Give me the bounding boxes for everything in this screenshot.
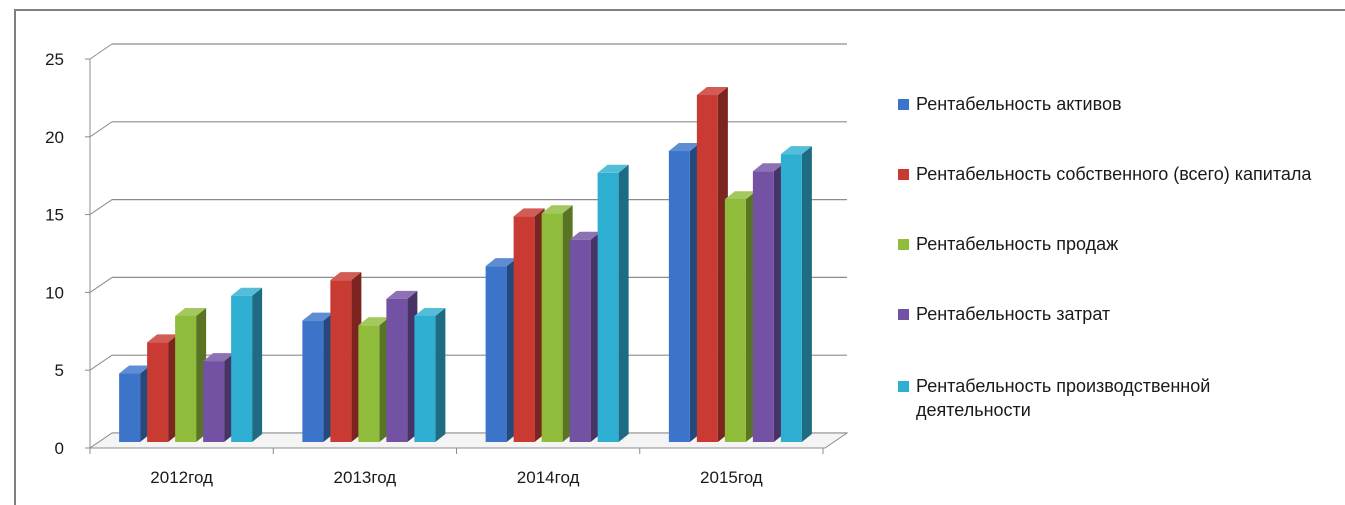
- chart-frame-top: [14, 9, 1345, 11]
- x-tick-label: 2012год: [150, 468, 213, 487]
- bar: [147, 334, 179, 442]
- legend-label-0: Рентабельность активов: [916, 94, 1122, 114]
- chart-frame-left: [14, 9, 16, 505]
- x-tick-label: 2014год: [517, 468, 580, 487]
- bar: [569, 231, 601, 442]
- bar: [203, 353, 235, 442]
- bars: [119, 87, 812, 443]
- y-tick-label: 15: [45, 206, 64, 225]
- x-tick-label: 2013год: [334, 468, 397, 487]
- legend-item-0: Рентабельность активов: [898, 92, 1326, 116]
- bar: [358, 317, 390, 442]
- bar: [302, 312, 334, 442]
- gridline-side: [89, 276, 113, 293]
- bar: [414, 307, 446, 442]
- legend-item-4: Рентабельность производственной деятельн…: [898, 374, 1326, 422]
- bar: [231, 287, 263, 442]
- bar: [119, 365, 151, 442]
- gridline-side: [89, 43, 113, 60]
- bar: [513, 208, 545, 442]
- bar: [724, 191, 756, 442]
- bar: [330, 272, 362, 442]
- bar: [541, 205, 573, 442]
- bar: [696, 87, 728, 443]
- bar: [485, 258, 517, 442]
- legend-label-1: Рентабельность собственного (всего) капи…: [916, 164, 1312, 184]
- legend-label-3: Рентабельность затрат: [916, 304, 1111, 324]
- legend-item-1: Рентабельность собственного (всего) капи…: [898, 162, 1326, 186]
- bar: [175, 307, 207, 442]
- x-tick-label: 2015год: [700, 468, 763, 487]
- bar: [386, 290, 418, 442]
- bar: [752, 163, 784, 443]
- gridline-side: [89, 199, 113, 216]
- legend-swatch-1: [898, 169, 909, 180]
- legend-swatch-4: [898, 381, 909, 392]
- legend-swatch-2: [898, 239, 909, 250]
- legend-swatch-0: [898, 99, 909, 110]
- y-tick-label: 25: [45, 50, 64, 69]
- gridline-side: [89, 354, 113, 371]
- bar: [597, 164, 629, 442]
- y-tick-label: 10: [45, 283, 64, 302]
- legend-label-4: Рентабельность производственной деятельн…: [916, 376, 1211, 420]
- bar: [780, 146, 812, 442]
- legend-item-3: Рентабельность затрат: [898, 302, 1326, 326]
- y-tick-label: 5: [55, 361, 64, 380]
- gridline-side: [89, 121, 113, 138]
- y-tick-label: 0: [55, 439, 64, 458]
- legend-swatch-3: [898, 309, 909, 320]
- bar: [668, 143, 700, 442]
- legend-item-2: Рентабельность продаж: [898, 232, 1326, 256]
- y-tick-label: 20: [45, 128, 64, 147]
- legend-label-2: Рентабельность продаж: [916, 234, 1119, 254]
